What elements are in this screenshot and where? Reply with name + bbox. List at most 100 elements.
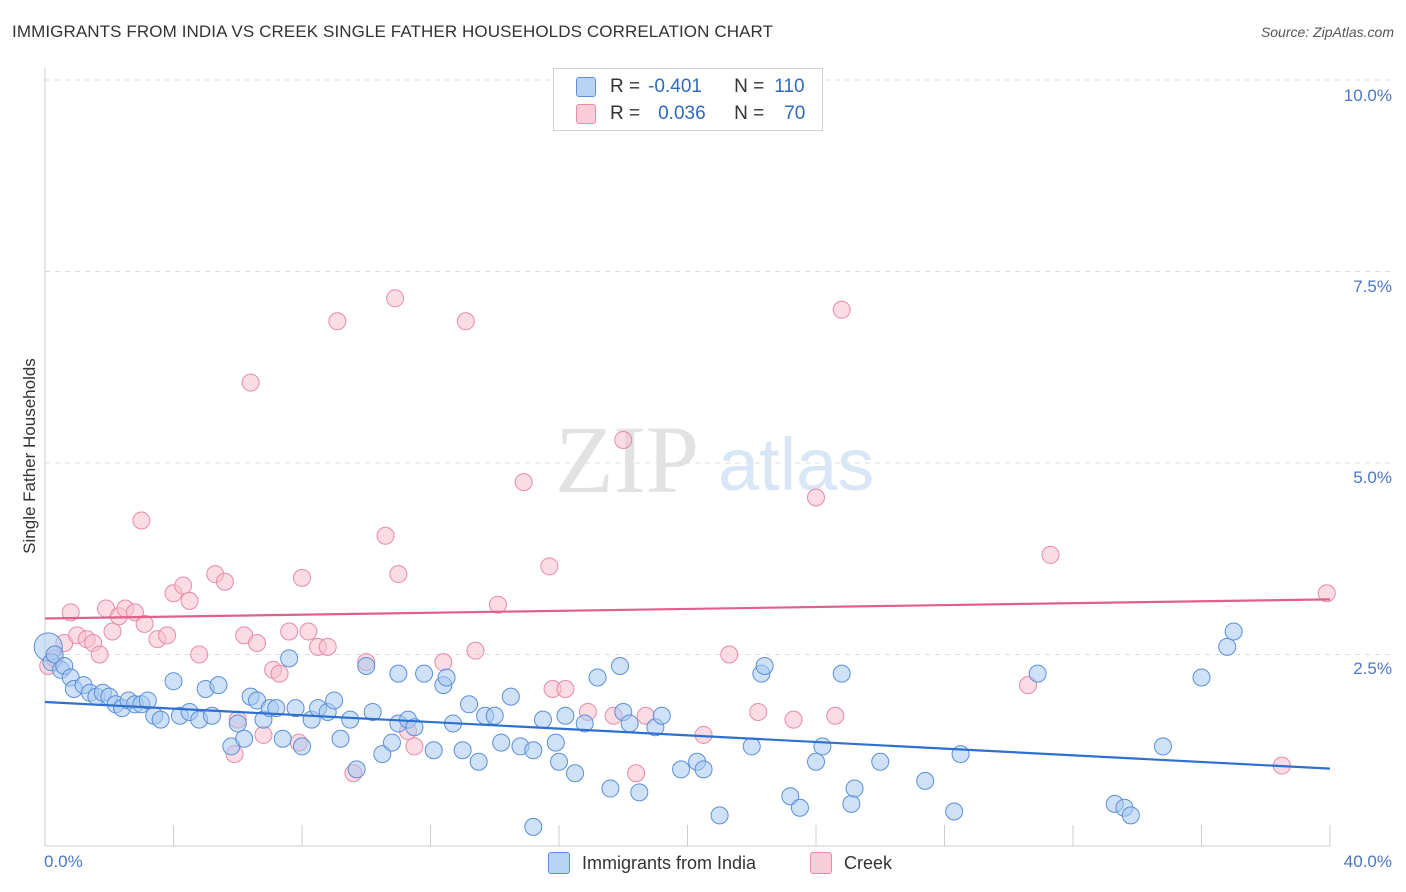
creek-point [389,565,408,584]
india-point [492,733,511,752]
india-point [363,702,382,721]
x-tick-label-min: 0.0% [44,852,83,871]
axis-layer [44,68,1331,847]
india-point [373,745,392,764]
india-point [485,706,504,725]
creek-point [280,622,299,641]
creek-point [270,664,289,683]
india-point [501,687,520,706]
creek-point [103,622,122,641]
india-point [286,699,305,718]
india-point [273,729,292,748]
creek-point [248,634,267,653]
india-point [1153,737,1172,756]
creek-point [215,572,234,591]
india-point [382,733,401,752]
india-point [164,672,183,691]
creek-point [132,511,151,530]
legend-swatch-creek [576,104,596,124]
bottom-legend-india: Immigrants from India [548,852,756,874]
legend-n-label: N = [734,76,765,97]
india-point [267,699,286,718]
india-point [845,779,864,798]
creek-point [627,764,646,783]
creek-point [556,679,575,698]
india-point [813,737,832,756]
creek-point [405,737,424,756]
india-point [325,691,344,710]
trend-layer [44,598,1331,770]
india-point [842,794,861,813]
legend-r-label: R = [610,76,641,97]
bottom-legend-label-creek: Creek [844,852,893,873]
india-point [415,664,434,683]
creek-point [376,526,395,545]
india-point [611,656,630,675]
creek-point [61,603,80,622]
india-point [588,668,607,687]
india-point [280,649,299,668]
india-point [357,656,376,675]
creek-point [386,289,405,308]
india-point [652,706,671,725]
creek-point [90,645,109,664]
creek-point [784,710,803,729]
x-tick-label-max: 40.0% [1343,852,1392,871]
india-point [293,737,311,756]
india-point [1218,637,1237,656]
india-point [1028,664,1047,683]
india-point [550,752,568,771]
creek-point [318,637,337,656]
grid-layer [45,79,1390,655]
india-point [556,706,575,725]
y-tick-label-5: 5.0% [1353,468,1392,487]
creek-point [180,591,199,610]
creek-point [174,576,193,595]
creek-point [826,706,845,725]
legend-r-value: 0.036 [658,103,706,124]
india-point [389,664,408,683]
india-point [546,733,565,752]
legend-n-label: N = [734,103,765,124]
watermark: ZIP atlas [555,406,874,513]
y-axis-label: Single Father Households [20,358,39,554]
india-point [781,787,800,806]
creek-point [254,725,273,744]
creek-point [434,653,453,672]
india-point [533,710,552,729]
india-point [151,710,170,729]
creek-points [39,289,1336,783]
legend-n-value: 110 [774,76,805,97]
india-point [138,691,157,710]
india-point [672,760,691,779]
india-point [575,714,594,733]
india-point [341,710,360,729]
bottom-legend-label-india: Immigrants from India [582,852,757,873]
watermark-zip: ZIP [555,406,699,513]
india-point [742,737,761,756]
india-point [235,729,254,748]
india-point [755,656,774,675]
legend-swatch-india [576,77,596,97]
creek-point [540,557,559,576]
y-tick-label-2-5: 2.5% [1353,659,1392,678]
india-point [790,798,809,817]
india-point [694,760,713,779]
bottom-legend-swatch-india [548,852,570,874]
india-point [331,729,350,748]
india-point [469,752,488,771]
creek-point [190,645,209,664]
india-point [1121,806,1140,825]
creek-point [749,702,768,721]
creek-point [832,300,851,319]
creek-point [1317,584,1336,603]
india-point [228,714,247,733]
india-point [437,668,456,687]
india-point [1224,622,1243,641]
y-tick-label-10: 10.0% [1343,86,1392,105]
source-label: Source: ZipAtlas.com [1260,24,1394,40]
legend-row-india: R = -0.401 N = 110 [576,75,805,99]
legend-r-label: R = [610,103,641,124]
india-point [524,741,543,760]
